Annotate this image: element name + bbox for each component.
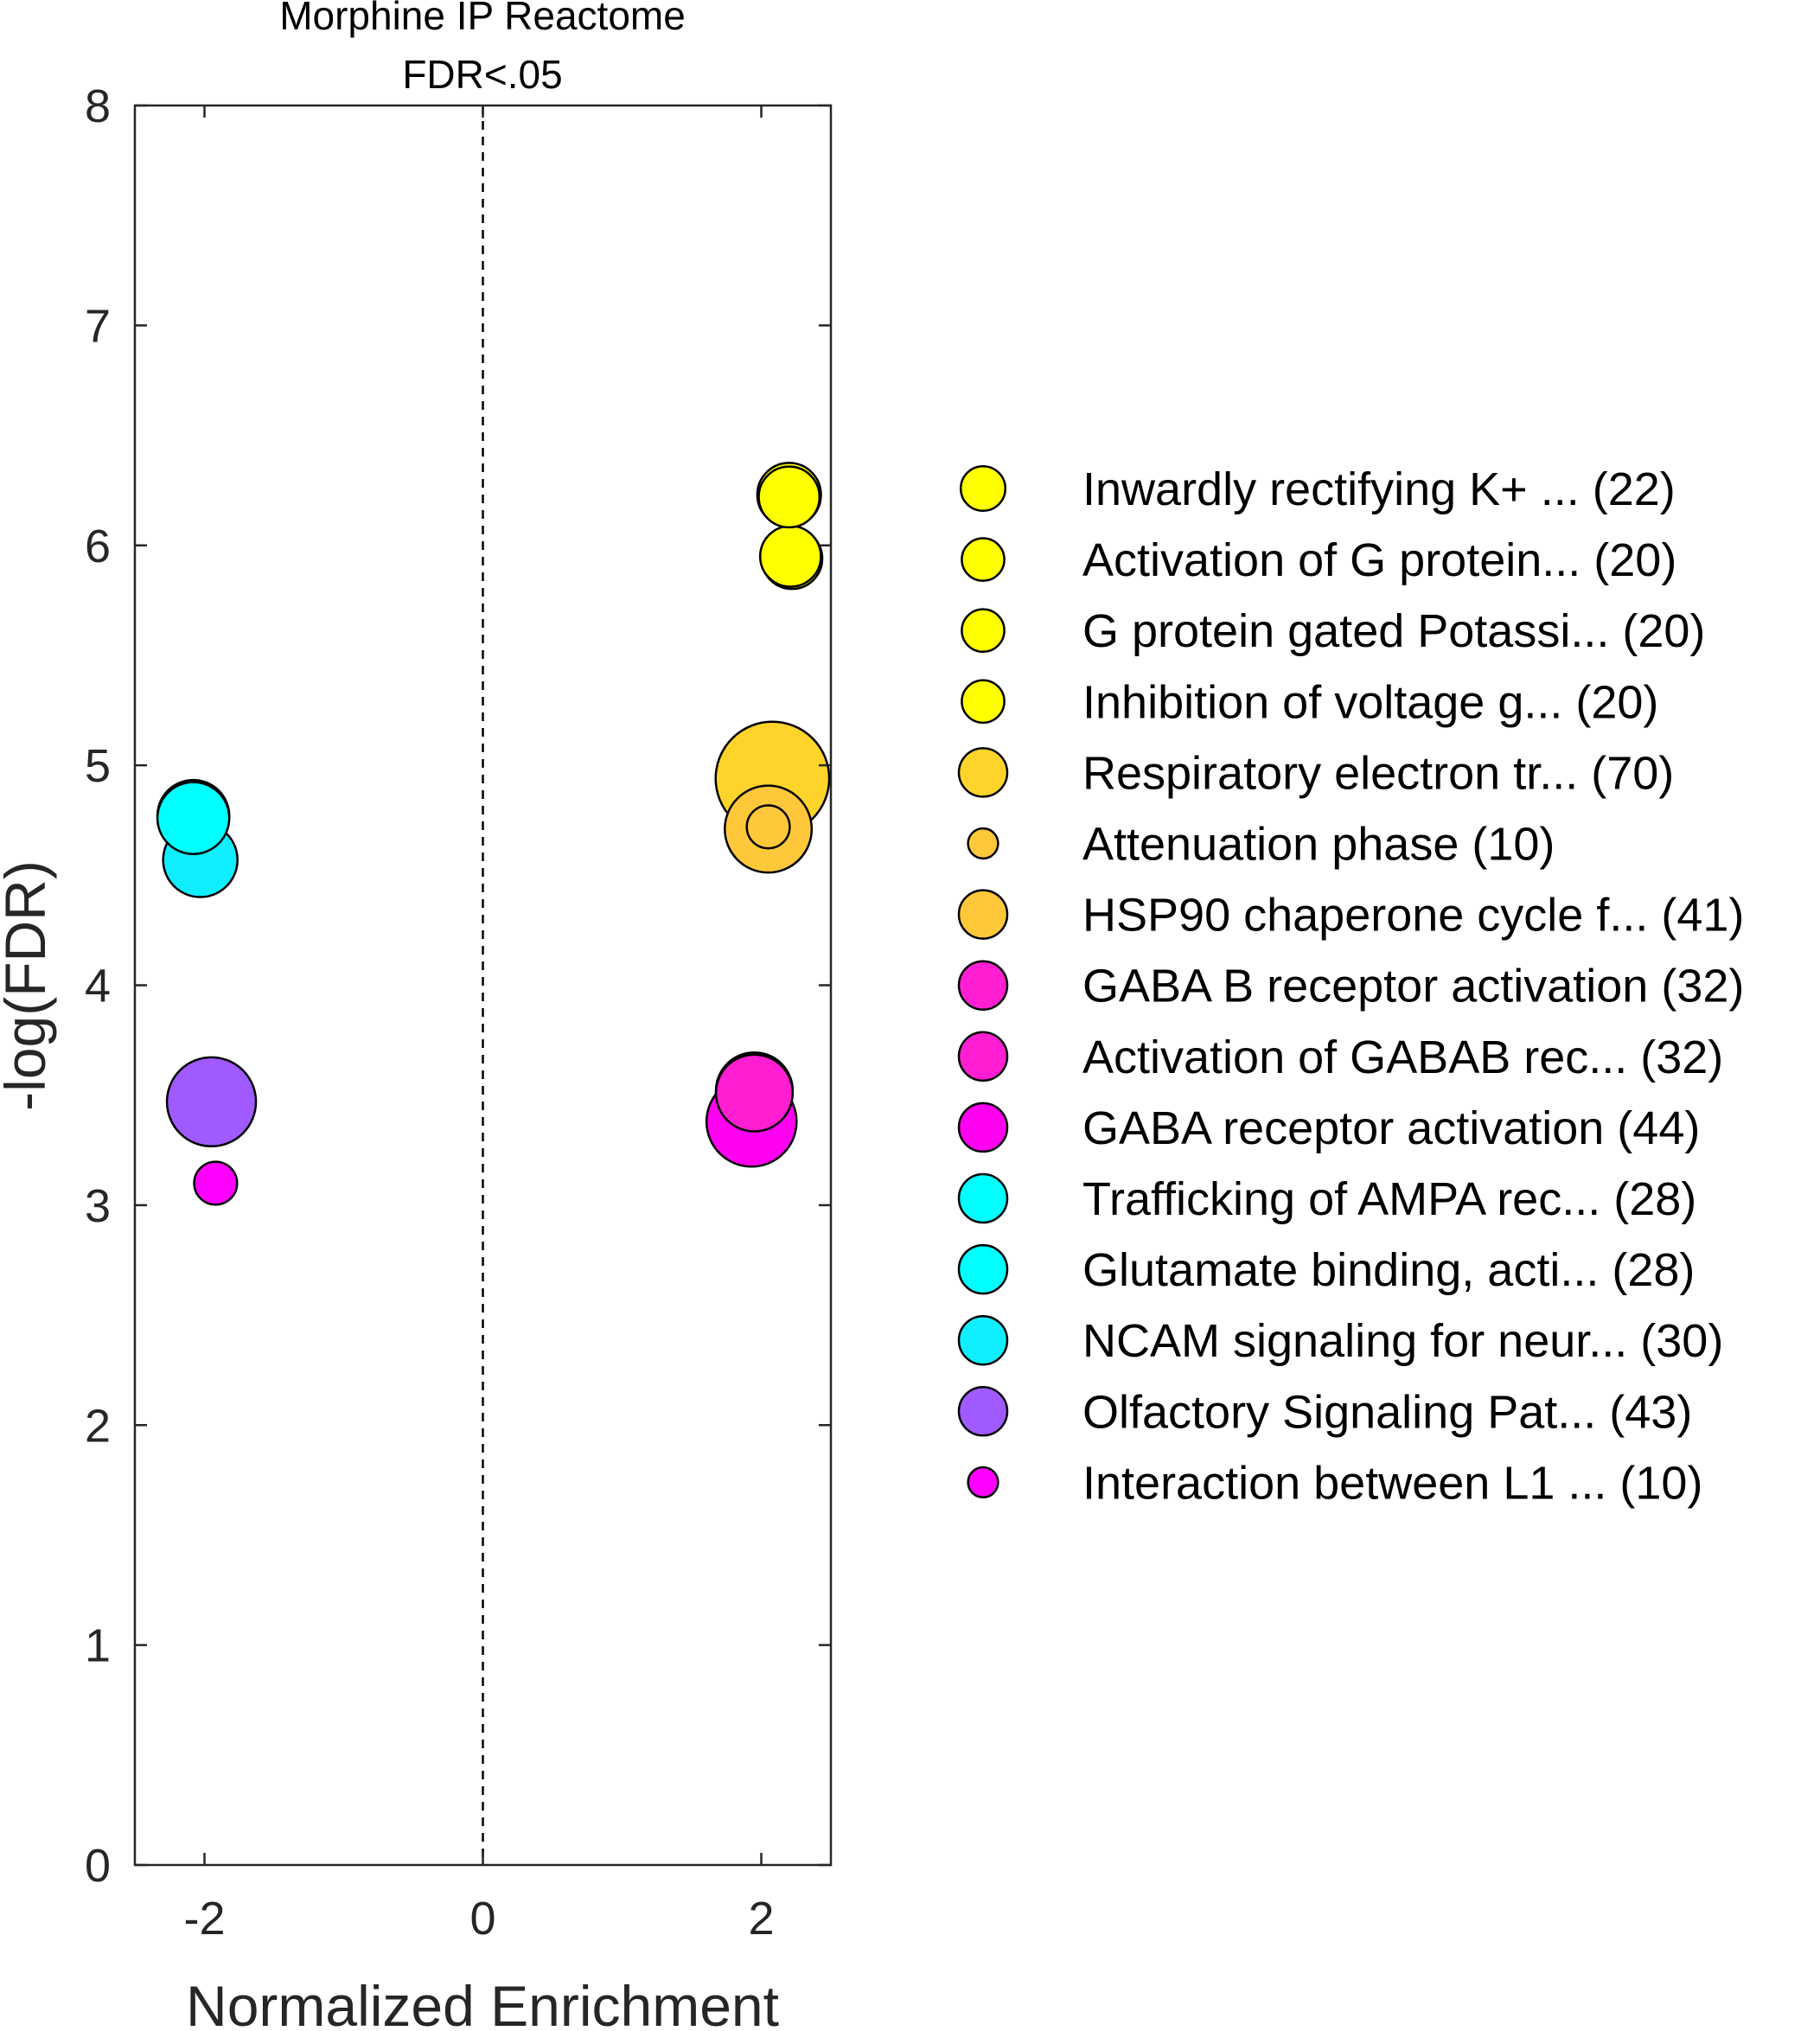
legend-marker	[957, 1102, 1009, 1153]
x-axis-title: Normalized Enrichment	[186, 1974, 779, 2031]
legend-label: Glutamate binding, acti... (28)	[1082, 1244, 1695, 1296]
legend-label: Inhibition of voltage g... (20)	[1082, 676, 1658, 728]
legend-label: G protein gated Potassi... (20)	[1082, 605, 1705, 657]
bubble-point	[156, 781, 231, 855]
bubble-point	[745, 804, 791, 850]
legend-marker	[959, 464, 1007, 513]
x-tick-label: 2	[748, 1893, 774, 1945]
y-tick-label: 3	[85, 1180, 111, 1232]
legend-label: Interaction between L1 ... (10)	[1082, 1457, 1702, 1509]
bubble-point	[714, 1053, 795, 1133]
legend-marker	[957, 1031, 1009, 1083]
y-axis-title: -log(FDR)	[0, 860, 57, 1111]
y-tick-label: 7	[85, 300, 111, 352]
legend-label: Attenuation phase (10)	[1082, 819, 1555, 871]
legend-marker	[957, 960, 1009, 1011]
chart-title-line-1: Morphine IP Reactome	[279, 0, 686, 38]
legend-marker	[957, 747, 1009, 798]
x-tick-label: -2	[183, 1893, 225, 1945]
y-tick-label: 1	[85, 1620, 111, 1672]
legend-label: Activation of GABAB rec... (32)	[1082, 1031, 1723, 1083]
y-tick-label: 5	[85, 740, 111, 792]
legend-marker	[961, 679, 1006, 725]
legend-label: Activation of G protein... (20)	[1082, 534, 1676, 586]
y-tick-label: 2	[85, 1400, 111, 1452]
legend-marker	[957, 1172, 1009, 1224]
bubble-point	[193, 1160, 239, 1206]
x-tick-label: 0	[469, 1893, 495, 1945]
legend-label: Olfactory Signaling Pat... (43)	[1082, 1386, 1692, 1438]
x-axis-ticks: -2 0 2	[183, 105, 775, 1945]
legend-marker	[967, 1466, 999, 1499]
bubble-point	[165, 1056, 258, 1148]
legend-marker	[957, 1386, 1009, 1437]
y-tick-label: 8	[85, 80, 111, 132]
legend-label: Inwardly rectifying K+ ... (22)	[1082, 463, 1676, 515]
legend-marker	[961, 608, 1006, 654]
legend-marker	[967, 827, 999, 860]
legend-marker	[957, 1314, 1009, 1366]
bubble-point	[758, 525, 822, 588]
legend-marker	[961, 537, 1006, 582]
legend-label: Trafficking of AMPA rec... (28)	[1082, 1173, 1696, 1225]
legend: Inwardly rectifying K+ ... (22) Activatio…	[957, 463, 1744, 1509]
legend-marker	[957, 889, 1009, 940]
legend-label: HSP90 chaperone cycle f... (41)	[1082, 890, 1744, 942]
legend-label: NCAM signaling for neur... (30)	[1082, 1315, 1723, 1367]
bubble-layer	[156, 462, 831, 1206]
legend-label: GABA receptor activation (44)	[1082, 1102, 1700, 1154]
bubble-point	[757, 465, 821, 529]
chart-title-line-2: FDR<.05	[402, 52, 562, 97]
plot-area: 0 1 2 3 4 5 6 7 8 -2 0 2	[85, 80, 833, 1945]
y-tick-label: 6	[85, 521, 111, 572]
legend-label: GABA B receptor activation (32)	[1082, 961, 1744, 1012]
y-axis-ticks: 0 1 2 3 4 5 6 7 8	[85, 80, 831, 1892]
legend-label: Respiratory electron tr... (70)	[1082, 747, 1674, 799]
y-tick-label: 4	[85, 961, 111, 1012]
legend-marker	[957, 1243, 1009, 1295]
y-tick-label: 0	[85, 1840, 111, 1892]
